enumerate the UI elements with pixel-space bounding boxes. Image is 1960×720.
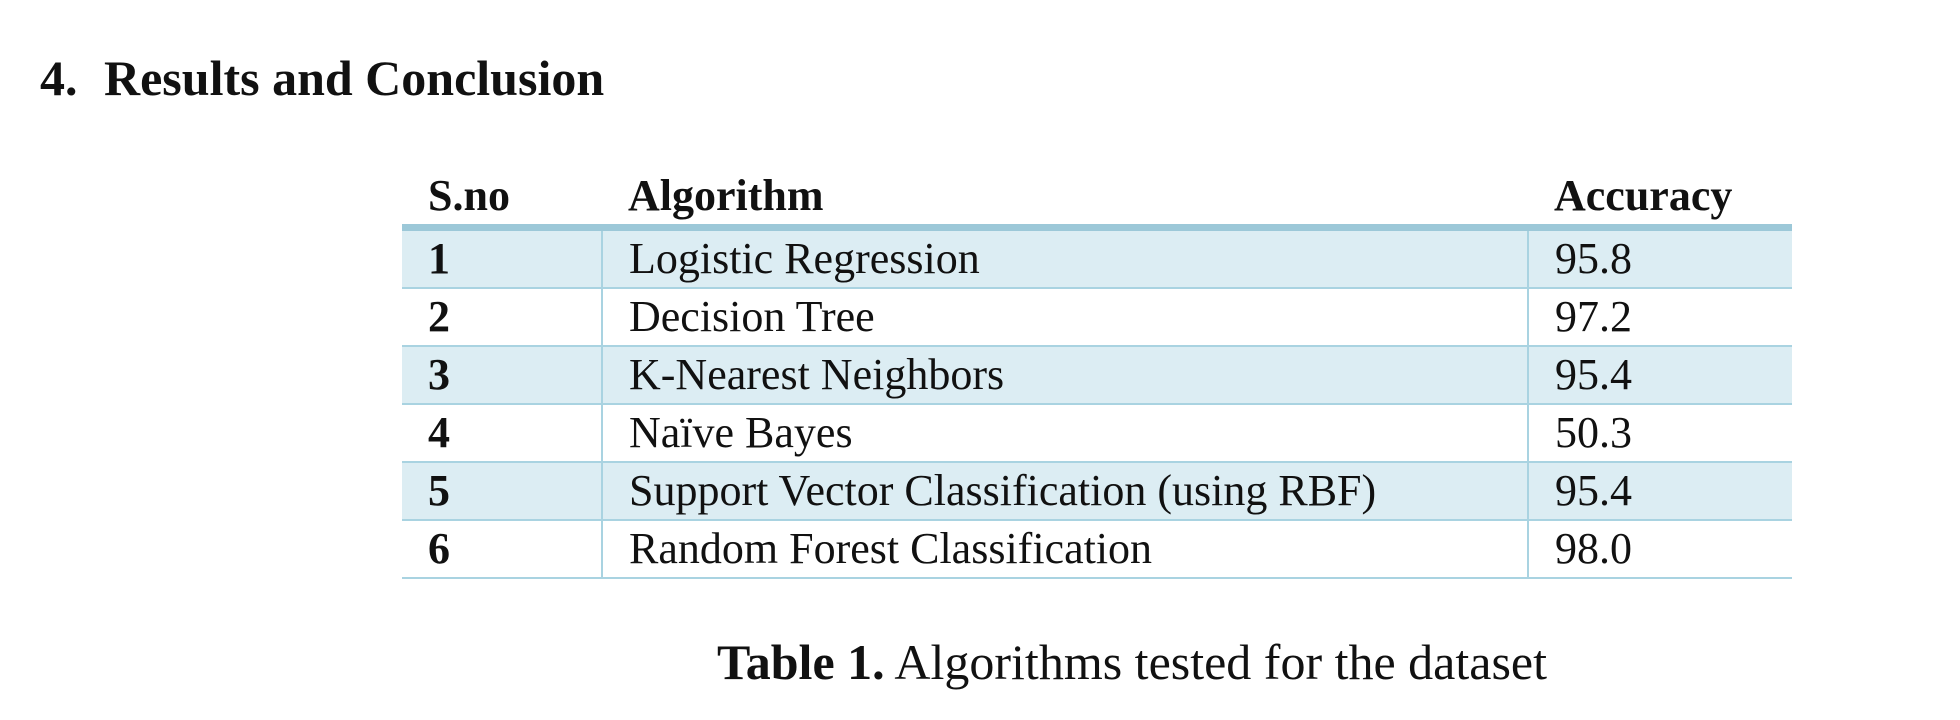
table-row: 1 Logistic Regression 95.8 (402, 227, 1792, 289)
row-algorithm: Decision Tree (601, 288, 1528, 347)
row-sno: 4 (402, 404, 602, 463)
row-accuracy: 95.4 (1527, 346, 1792, 405)
row-algorithm: Logistic Regression (601, 227, 1528, 289)
header-algorithm: Algorithm (602, 168, 1528, 231)
section-title: Results and Conclusion (104, 50, 605, 106)
table-header-row: S.no Algorithm Accuracy (402, 168, 1792, 231)
row-algorithm: Naïve Bayes (601, 404, 1528, 463)
row-algorithm: Random Forest Classification (601, 520, 1528, 579)
row-sno: 5 (402, 462, 602, 521)
section-number: 4. (40, 50, 78, 106)
section-heading: 4. Results and Conclusion (40, 46, 604, 110)
caption-text: Algorithms tested for the dataset (894, 634, 1548, 690)
table-caption: Table 1. Algorithms tested for the datas… (0, 630, 1960, 694)
row-accuracy: 97.2 (1527, 288, 1792, 347)
row-accuracy: 50.3 (1527, 404, 1792, 463)
header-sno: S.no (402, 168, 602, 231)
table-row: 5 Support Vector Classification (using R… (402, 462, 1792, 521)
table-row: 3 K-Nearest Neighbors 95.4 (402, 346, 1792, 405)
row-accuracy: 95.8 (1527, 227, 1792, 289)
row-accuracy: 95.4 (1527, 462, 1792, 521)
table-row: 4 Naïve Bayes 50.3 (402, 404, 1792, 463)
table-row: 6 Random Forest Classification 98.0 (402, 520, 1792, 579)
results-table: S.no Algorithm Accuracy 1 Logistic Regre… (402, 168, 1792, 579)
row-sno: 1 (402, 227, 602, 289)
row-accuracy: 98.0 (1527, 520, 1792, 579)
row-sno: 6 (402, 520, 602, 579)
header-accuracy: Accuracy (1528, 168, 1792, 231)
caption-label: Table 1. (716, 634, 885, 690)
row-sno: 3 (402, 346, 602, 405)
row-sno: 2 (402, 288, 602, 347)
table-row: 2 Decision Tree 97.2 (402, 288, 1792, 347)
row-algorithm: Support Vector Classification (using RBF… (601, 462, 1528, 521)
row-algorithm: K-Nearest Neighbors (601, 346, 1528, 405)
